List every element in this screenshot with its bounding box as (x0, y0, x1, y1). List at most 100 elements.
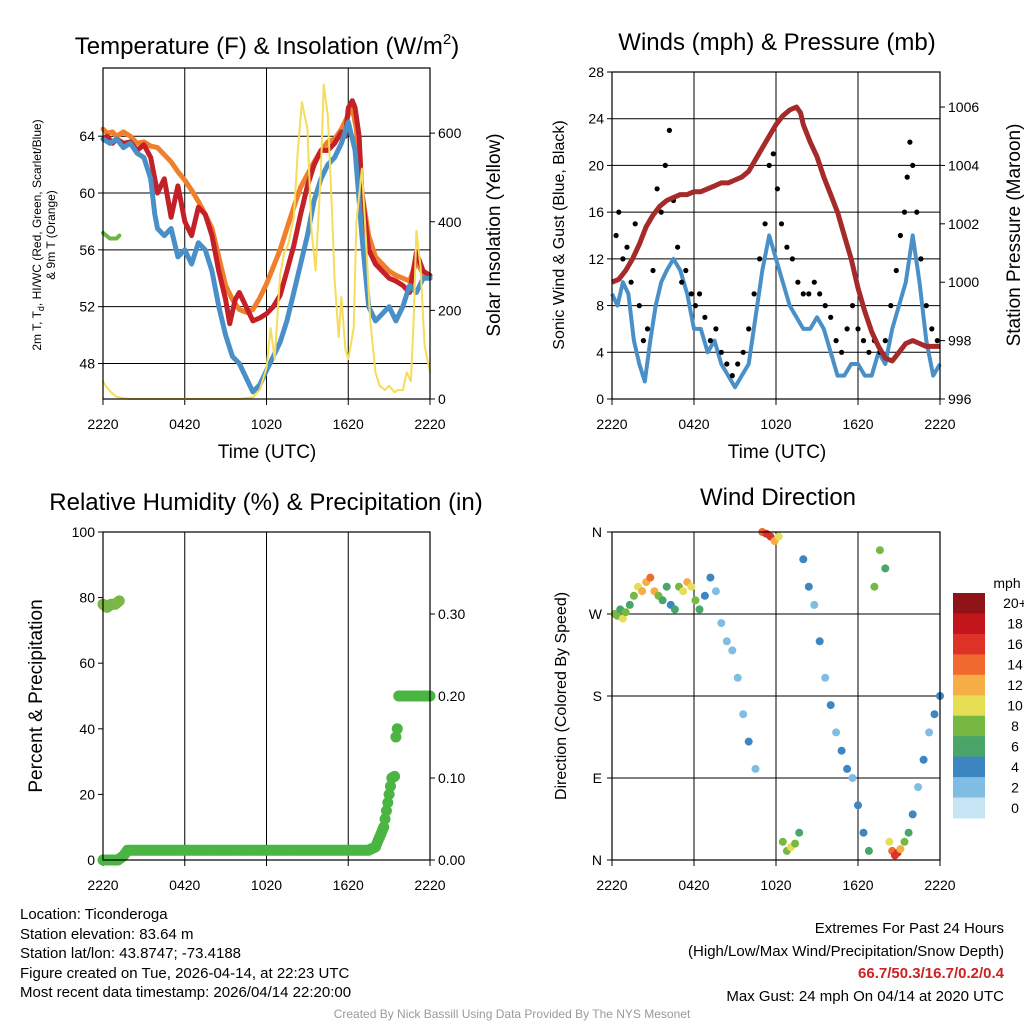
speed-legend-label: 10 (1007, 698, 1023, 714)
speed-legend-swatch (953, 715, 985, 737)
direction-point (832, 728, 841, 737)
winds-y2tick-label: 998 (948, 333, 972, 349)
temperature-ytick-label: 56 (79, 242, 95, 258)
direction-point (837, 746, 846, 755)
direction-point (826, 701, 835, 710)
gust-point (640, 338, 647, 344)
gust-point (866, 349, 872, 355)
gust-point (893, 267, 899, 274)
credit-text: Created By Nick Bassill Using Data Provi… (333, 1007, 691, 1021)
direction-point (744, 737, 753, 746)
gust-point (882, 338, 888, 344)
direction-xtick-label: 1620 (842, 877, 873, 893)
gust-point (624, 244, 630, 250)
winds-series-maroon (611, 104, 940, 364)
winds-panel: 2220 0420 1020 1620 222004812162024289969981… (551, 29, 1024, 463)
temperature-xtick-label: 0420 (169, 416, 200, 432)
direction-point (804, 582, 813, 591)
temperature-y2tick-label: 400 (438, 214, 462, 230)
winds-xlabel: Time (UTC) (728, 442, 827, 463)
direction-point (810, 600, 819, 609)
gust-point (934, 338, 940, 344)
humidity-ytick-label: 100 (72, 524, 96, 540)
speed-legend-swatch (953, 797, 985, 819)
gust-point (789, 256, 796, 262)
winds-ygrid (612, 118, 940, 353)
temperature-ytick-label: 64 (79, 128, 95, 144)
direction-point (848, 774, 857, 782)
humidity-ytick-label: 40 (79, 721, 95, 737)
winds-frame (611, 71, 941, 400)
direction-point (799, 555, 808, 564)
gust-point (666, 127, 673, 133)
gust-point (860, 338, 867, 344)
humidity-ytick-label: 60 (79, 655, 95, 671)
winds-title: Winds (mph) & Pressure (mb) (618, 29, 935, 56)
direction-point (711, 587, 720, 596)
speed-legend-swatch (953, 674, 985, 696)
direction-point (670, 605, 679, 614)
gust-point (910, 162, 916, 168)
humidity-xtick-label: 2220 (87, 877, 118, 893)
temperature-xtick-label: 2220 (87, 416, 118, 432)
direction-point (870, 582, 879, 591)
direction-title: Wind Direction (700, 484, 856, 511)
created-text: Figure created on Tue, 2026-04-14, at 22… (20, 964, 350, 982)
speed-legend: mph 20+ 18 16 14 12 10 8 6 4 2 0 (953, 575, 1024, 819)
gust-point (683, 267, 689, 274)
gust-point (675, 244, 681, 250)
winds-y2tick-label: 996 (948, 391, 972, 407)
speed-legend-swatch (953, 777, 985, 799)
speed-legend-swatch (953, 613, 985, 635)
gust-point (616, 209, 622, 215)
gust-point (679, 279, 685, 285)
humidity-title: Relative Humidity (%) & Precipitation (i… (49, 489, 482, 516)
temperature-y2tick-label: 600 (438, 125, 462, 141)
winds-ytick-label: 24 (588, 111, 604, 127)
direction-point (687, 582, 696, 591)
temperature-panel: 2220 0420 1020 1620 2220 48 52 56 60 64 0 200 400 600… (30, 31, 505, 463)
humidity-y2tick-label: 0.10 (438, 770, 465, 786)
direction-point (774, 532, 783, 541)
gust-point (766, 162, 772, 168)
gust-point (628, 279, 634, 285)
direction-point (700, 591, 709, 600)
gust-point (778, 221, 785, 227)
winds-ytick-label: 4 (596, 344, 604, 360)
winds-y2tick-label: 1004 (948, 157, 979, 173)
direction-ytick-label: S (593, 688, 602, 704)
winds-ytick-label: 28 (588, 64, 604, 80)
humidity-point (378, 821, 390, 833)
humidity-point (389, 770, 401, 782)
temperature-ytick-label: 48 (79, 355, 95, 371)
temperature-xlabel: Time (UTC) (218, 442, 317, 463)
direction-point (875, 546, 884, 555)
temperature-ylabel-a: 2m T, T (30, 310, 44, 350)
gust-point (636, 303, 642, 309)
direction-point (646, 573, 655, 582)
direction-point (691, 596, 700, 605)
humidity-ylabel-left: Percent & Precipitation (26, 599, 47, 792)
gust-point (702, 314, 708, 320)
humidity-y2tick-label: 0.20 (438, 688, 465, 704)
humidity-y2tick-label: 0.00 (438, 852, 465, 868)
gust-point (757, 256, 763, 262)
direction-point (859, 828, 868, 837)
location-text: Location: Ticonderoga (20, 906, 168, 923)
gust-point (774, 186, 781, 192)
direction-points (610, 528, 944, 860)
gust-point (735, 361, 741, 367)
direction-xtick-label: 2220 (924, 877, 955, 893)
winds-ytick-label: 16 (588, 204, 604, 220)
humidity-xtick-label: 1020 (251, 877, 282, 893)
extremes-info: Extremes For Past 24 Hours (High/Low/Max… (688, 918, 1004, 1008)
temperature-xtick-label: 2220 (414, 416, 445, 432)
gust-point (724, 361, 730, 367)
direction-ytick-label: N (592, 524, 602, 540)
gust-point (713, 326, 719, 332)
gust-point (904, 174, 910, 180)
direction-point (908, 810, 917, 819)
extremes-values: 66.7/50.3/16.7/0.2/0.4 (858, 965, 1004, 982)
direction-point (706, 573, 715, 582)
